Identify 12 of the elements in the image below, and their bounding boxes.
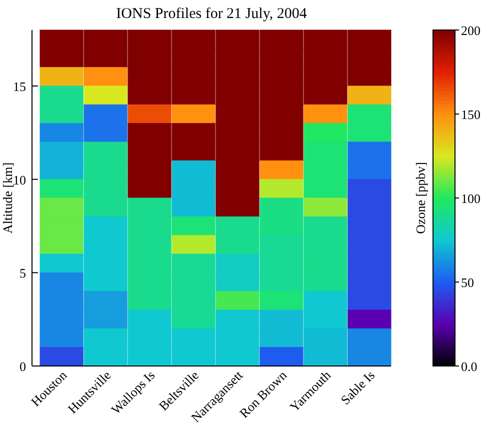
- color-bar-label: 100: [461, 191, 480, 206]
- chart-title: IONS Profiles for 21 July, 2004: [116, 6, 308, 22]
- color-bar-title: Ozone [ppbv]: [413, 162, 428, 234]
- color-bar-label: 200: [461, 23, 480, 38]
- color-bar-label: 150: [461, 107, 480, 122]
- y-axis-title: Altitude [km]: [0, 162, 15, 234]
- color-bar-label: 50: [461, 275, 474, 290]
- y-tick-label: 15: [13, 79, 26, 94]
- y-tick-label: 5: [20, 266, 26, 281]
- y-tick-label: 10: [13, 172, 26, 188]
- y-tick-label: 0: [20, 359, 26, 374]
- color-bar-label: 0.0: [461, 359, 478, 374]
